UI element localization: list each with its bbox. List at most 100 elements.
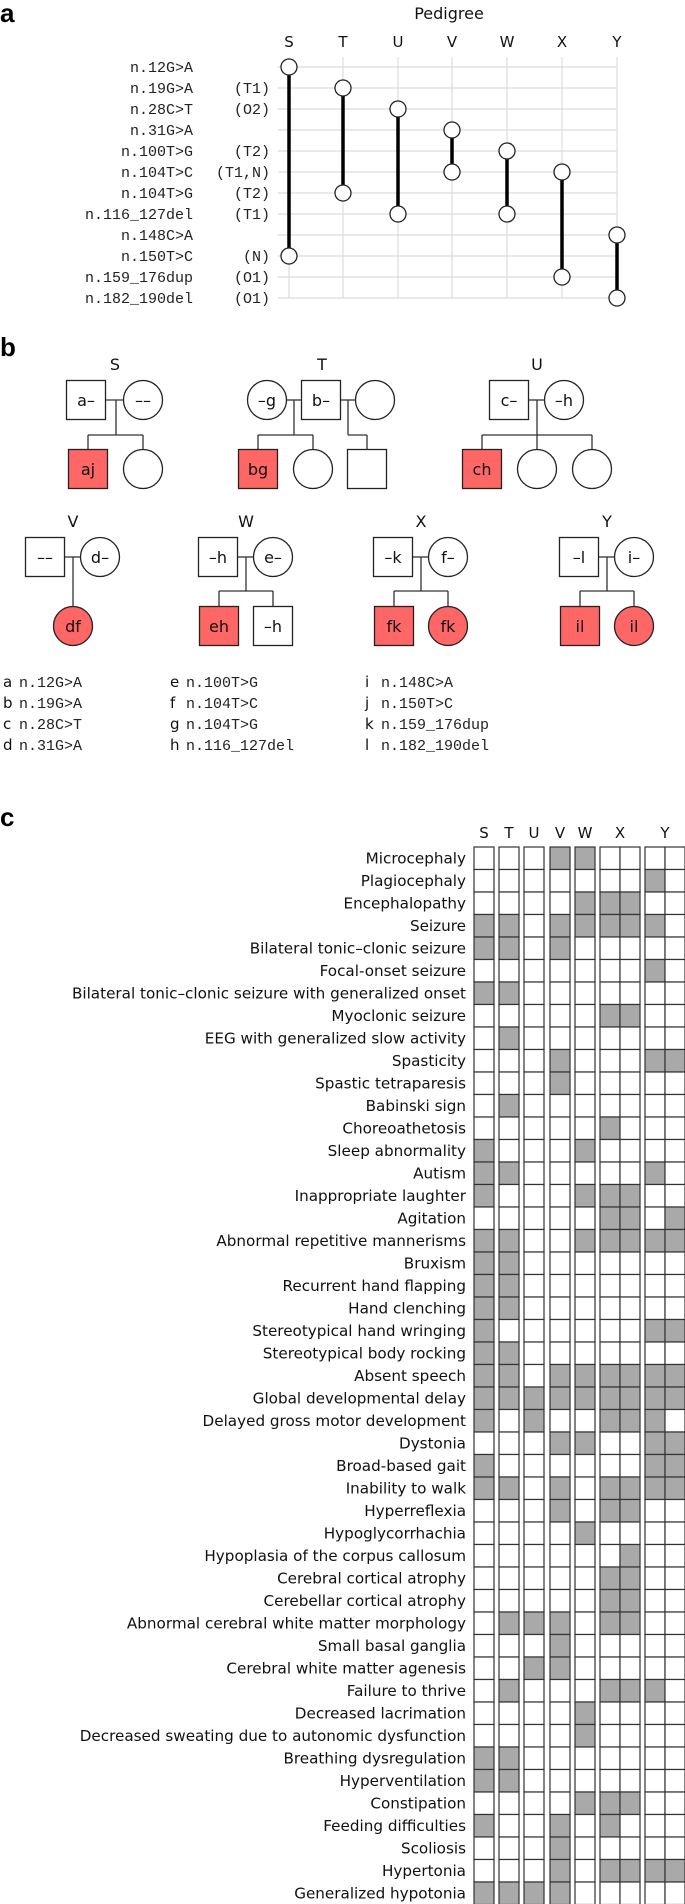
legend-variant: n.19G>A [19, 696, 82, 713]
cell-absent [664, 1138, 685, 1163]
cell-absent [574, 1476, 596, 1501]
variant-label: n.104T>G [121, 186, 193, 203]
parent-male-square [558, 536, 600, 578]
cell-present [473, 1251, 495, 1276]
cell-absent [664, 1071, 685, 1096]
affected-child-female-circle [613, 605, 655, 647]
cell-present [599, 891, 621, 916]
phenotype-label: Spastic tetraparesis [315, 1075, 466, 1093]
genotype-label: –k [384, 548, 402, 567]
cell-absent [619, 936, 641, 961]
cell-present [523, 1611, 545, 1636]
cell-present [549, 1431, 571, 1456]
cell-absent [599, 1746, 621, 1771]
cell-absent [664, 1813, 685, 1838]
cell-absent [473, 1003, 495, 1028]
phenotype-label: Global developmental delay [253, 1390, 466, 1408]
cell-present [619, 1498, 641, 1523]
phenotype-label: Bilateral tonic–clonic seizure with gene… [72, 985, 466, 1003]
cell-absent [619, 981, 641, 1006]
cell-absent [523, 1206, 545, 1231]
cell-present [523, 1386, 545, 1411]
cell-present [644, 1048, 666, 1073]
cell-absent [523, 1453, 545, 1478]
phenotype-label: Absent speech [354, 1367, 466, 1385]
cell-absent [549, 1341, 571, 1366]
cell-absent [473, 1656, 495, 1681]
cell-present [644, 1363, 666, 1388]
cell-absent [599, 1048, 621, 1073]
variant-label: n.12G>A [130, 60, 193, 77]
cell-absent [549, 1161, 571, 1186]
family-column-header: S [479, 824, 489, 842]
genotype-label: ch [473, 460, 492, 479]
cell-absent [549, 1251, 571, 1276]
family-label: T [316, 355, 327, 374]
cell-absent [644, 1183, 666, 1208]
variant-note: (N) [243, 249, 270, 266]
cell-absent [473, 846, 495, 871]
cell-absent [644, 1498, 666, 1523]
cell-absent [523, 1723, 545, 1748]
cell-present [574, 1521, 596, 1546]
family-column-label: S [284, 33, 294, 51]
phenotype-label: Breathing dysregulation [283, 1750, 466, 1768]
legend-variant: n.159_176dup [381, 717, 489, 734]
phenotype-row: Cerebral white matter agenesis [226, 1656, 685, 1681]
cell-absent [549, 958, 571, 983]
legend-key: f [170, 694, 176, 712]
cell-absent [498, 1566, 520, 1591]
phenotype-label: Dystonia [399, 1435, 466, 1453]
cell-absent [574, 1408, 596, 1433]
cell-present [664, 1431, 685, 1456]
phenotype-row: Global developmental delay [253, 1386, 685, 1411]
variant-point [443, 163, 461, 181]
phenotype-label: Choreoathetosis [342, 1120, 466, 1138]
cell-absent [473, 1723, 495, 1748]
phenotype-label: Bruxism [404, 1255, 466, 1273]
cell-absent [498, 1318, 520, 1343]
cell-absent [644, 1836, 666, 1861]
cell-absent [664, 1498, 685, 1523]
cell-absent [599, 1161, 621, 1186]
cell-absent [523, 1048, 545, 1073]
cell-present [523, 1408, 545, 1433]
cell-absent [549, 1206, 571, 1231]
cell-absent [644, 1251, 666, 1276]
phenotype-row: Inappropriate laughter [295, 1183, 685, 1208]
genotype-label: bg [248, 460, 268, 479]
cell-present [599, 913, 621, 938]
cell-present [644, 1228, 666, 1253]
phenotype-label: Inability to walk [346, 1480, 467, 1498]
cell-absent [664, 1026, 685, 1051]
cell-present [664, 1453, 685, 1478]
phenotype-heatmap: S T U V W X Y Microcephaly Plagiocephaly Encephal… [72, 824, 685, 1904]
cell-present [599, 1678, 621, 1703]
parent-male-square [65, 379, 107, 421]
phenotype-label: Microcephaly [366, 850, 466, 868]
parent-female-circle [543, 379, 585, 421]
cell-absent [473, 1431, 495, 1456]
cell-present [498, 1251, 520, 1276]
cell-present [574, 913, 596, 938]
parent-female-circle [427, 536, 469, 578]
phenotype-label: Cerebral white matter agenesis [226, 1660, 466, 1678]
cell-present [549, 1633, 571, 1658]
parent-female-circle [79, 536, 121, 578]
cell-absent [644, 1116, 666, 1141]
phenotype-row: Seizure [410, 913, 685, 938]
phenotype-row: Focal-onset seizure [320, 958, 685, 983]
cell-absent [644, 891, 666, 916]
cell-present [644, 1318, 666, 1343]
cell-absent [523, 1363, 545, 1388]
cell-absent [619, 1048, 641, 1073]
cell-absent [664, 1588, 685, 1613]
variant-legend: a n.12G>A b n.19G>A c n.28C>T d n.31G>A e n.100T>… [3, 673, 489, 755]
cell-absent [664, 1521, 685, 1546]
phenotype-row: Small basal ganglia [318, 1633, 685, 1658]
cell-absent [523, 1678, 545, 1703]
parent-female-circle [354, 379, 396, 421]
cell-present [619, 1678, 641, 1703]
affected-child-male-square [67, 448, 109, 490]
cell-absent [574, 1273, 596, 1298]
